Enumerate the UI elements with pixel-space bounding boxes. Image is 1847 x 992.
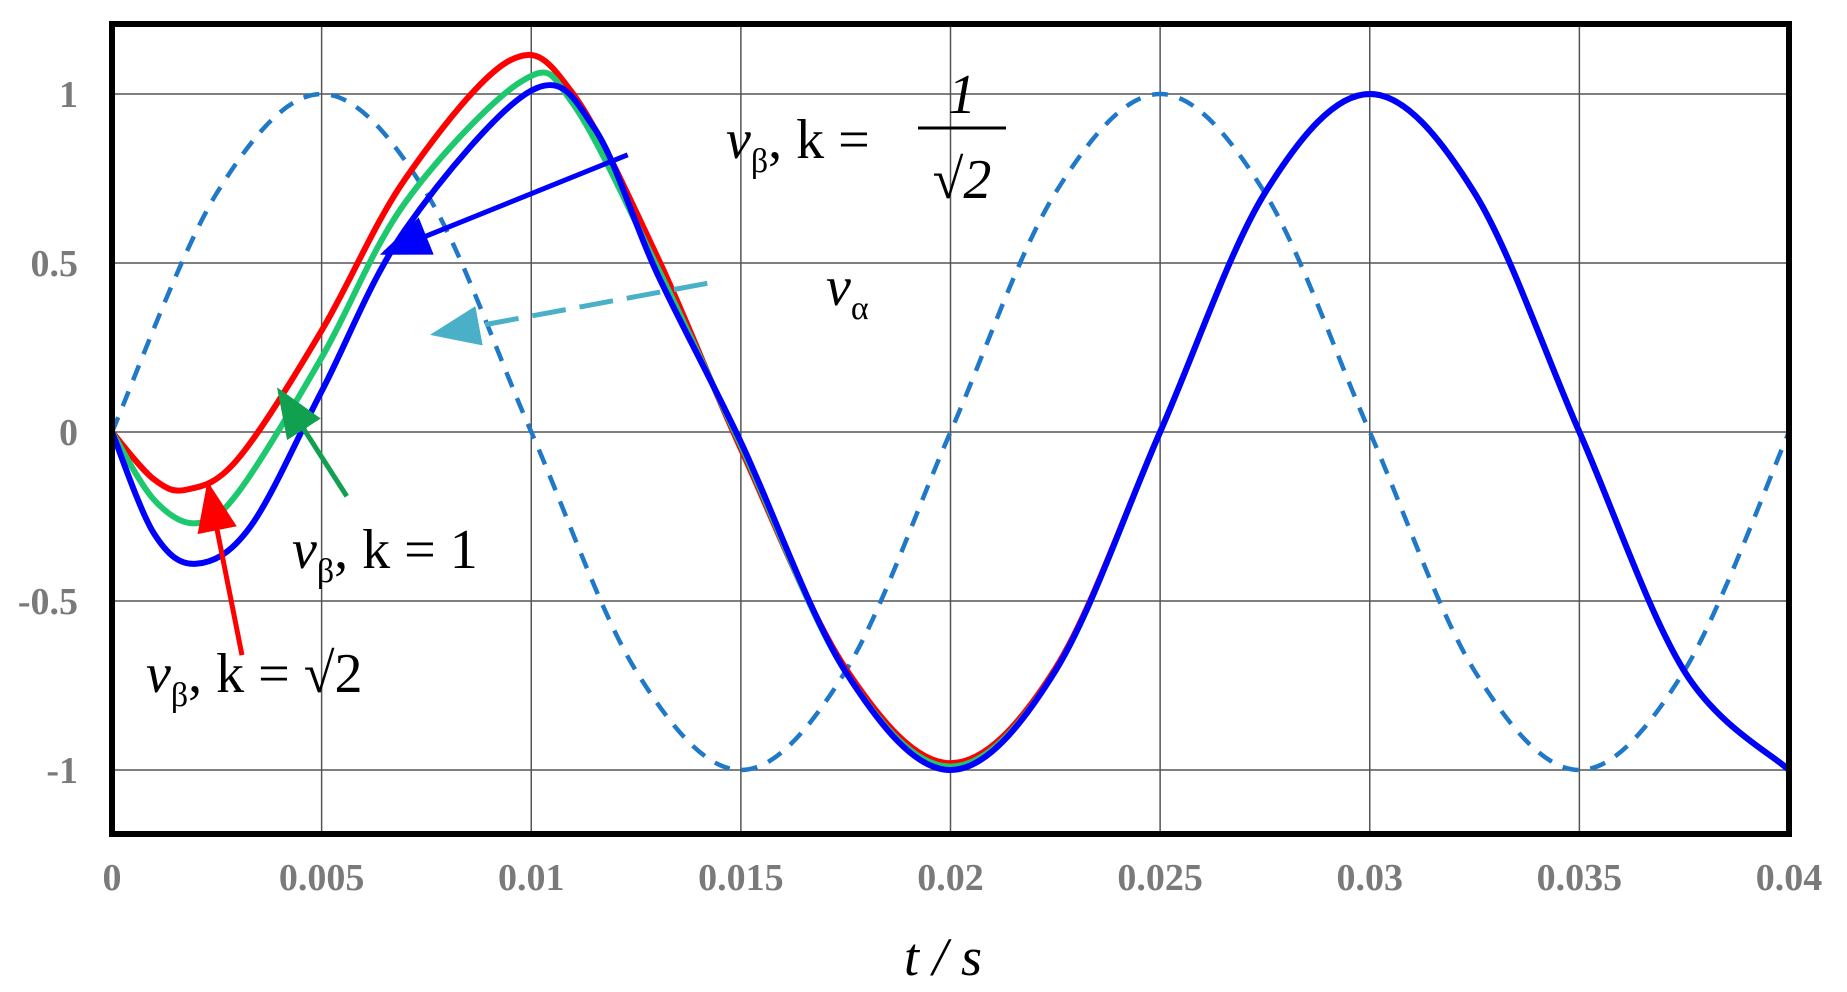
annotation-sqrt2-sub: β <box>171 677 188 714</box>
x-tick-label: 0.03 <box>1337 857 1404 899</box>
plot-frame <box>109 21 1792 837</box>
annotation-sqrt2: vβ, k = √2 <box>146 643 363 714</box>
y-tick-label: 1 <box>59 74 78 116</box>
x-tick-label: 0.005 <box>279 857 365 899</box>
x-tick-label: 0.02 <box>917 857 984 899</box>
series-group <box>109 52 1792 774</box>
annotation-k-inv-sqrt2-denominator: √2 <box>933 149 992 211</box>
y-tick-label: -0.5 <box>18 581 78 623</box>
annotation-k-inv-sqrt2: vβ, k = 1 √2 <box>726 64 1006 211</box>
arrow-ann-k1 <box>277 387 349 498</box>
annotation-k-inv-sqrt2-k: , k = <box>768 109 870 171</box>
annotation-sqrt2-v: v <box>146 643 171 705</box>
x-tick-label: 0.025 <box>1117 857 1203 899</box>
arrow-ann-sqrt2 <box>197 481 245 656</box>
annotation-k1-v: v <box>292 519 317 581</box>
annotation-arrows <box>197 152 708 656</box>
annotation-k1: vβ, k = 1 <box>292 519 478 590</box>
annotation-sqrt2-value: √2 <box>304 643 363 705</box>
y-tick-label: 0 <box>59 412 78 454</box>
annotation-alpha-v: v <box>826 256 851 318</box>
svg-text:vβ, k =: vβ, k = <box>726 109 870 180</box>
annotation-k-inv-sqrt2-v: v <box>726 109 751 171</box>
annotation-k-inv-sqrt2-sub: β <box>751 143 768 180</box>
grid <box>112 24 1789 834</box>
annotation-sqrt2-k: , k = <box>188 643 304 705</box>
arrow-ann-inv-sqrt2 <box>379 152 629 256</box>
x-tick-label: 0.035 <box>1537 857 1623 899</box>
y-tick-label: 0.5 <box>31 243 79 285</box>
x-tick-label: 0.01 <box>498 857 565 899</box>
y-tick-label: -1 <box>46 750 78 792</box>
x-tick-label: 0.04 <box>1756 857 1823 899</box>
annotation-k1-sub: β <box>317 553 334 590</box>
x-tick-label: 0.015 <box>698 857 784 899</box>
annotation-k-inv-sqrt2-numerator: 1 <box>948 64 976 126</box>
series-line-v-beta-k-inv-sqrt2 <box>109 82 1792 774</box>
x-axis-label: t / s <box>904 927 982 987</box>
annotation-alpha: vα <box>826 256 869 327</box>
tick-labels: 0 0.005 0.01 0.015 0.02 0.025 0.03 0.035 0.04 1 0.… <box>18 74 1822 899</box>
annotation-alpha-sub: α <box>851 290 869 327</box>
annotation-k1-k: , k = 1 <box>334 519 478 581</box>
x-tick-label: 0 <box>103 857 122 899</box>
